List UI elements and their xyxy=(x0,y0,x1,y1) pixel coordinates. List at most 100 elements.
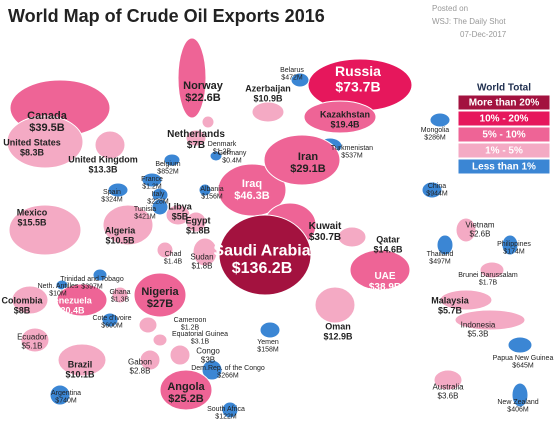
legend-swatch xyxy=(457,94,551,111)
country-value: $10.5B xyxy=(105,235,135,245)
country-shape xyxy=(337,226,367,248)
country-value: $472M xyxy=(281,75,303,82)
country-value: $228M xyxy=(147,199,169,206)
country-name: Cameroon xyxy=(174,317,207,324)
country-value: $174M xyxy=(503,249,525,256)
country-name: UAE xyxy=(374,271,395,282)
country-name: Italy xyxy=(152,191,165,198)
country-shape xyxy=(436,234,454,256)
country-shape xyxy=(139,349,161,371)
country-name: South Africa xyxy=(207,406,245,413)
country-value: $1.2B xyxy=(213,149,232,156)
country-shape xyxy=(217,163,287,217)
country-value: $14.6B xyxy=(373,244,403,254)
country-name: Venezuela xyxy=(48,295,93,305)
country-shape xyxy=(290,72,310,88)
country-shape xyxy=(151,198,169,216)
country-name: Angola xyxy=(167,381,205,393)
country-shape xyxy=(251,101,285,123)
country-name: Germany xyxy=(218,150,247,157)
country-value: $30.7B xyxy=(309,232,341,243)
country-shape xyxy=(433,369,463,391)
country-value: $740M xyxy=(55,398,77,405)
country-shape xyxy=(138,316,158,334)
source-publisher: WSJ: The Daily Shot xyxy=(432,17,506,26)
country-shape xyxy=(259,321,281,339)
country-shape xyxy=(8,204,82,256)
country-name: United Kingdom xyxy=(68,154,138,164)
country-shape xyxy=(209,150,223,162)
country-value: $46.3B xyxy=(234,190,270,202)
country-value: $3B xyxy=(201,356,215,365)
country-name: Belarus xyxy=(280,67,304,74)
country-shape xyxy=(20,327,50,353)
country-name: Netherlands xyxy=(167,129,225,140)
country-name: Congo xyxy=(196,347,220,356)
country-value: $1.3B xyxy=(111,297,130,304)
country-shape xyxy=(421,181,443,199)
legend-swatch xyxy=(457,110,551,127)
country-value: $2.8B xyxy=(130,367,151,376)
country-shape xyxy=(198,183,212,197)
country-shape xyxy=(349,249,411,291)
country-value: $19.4B xyxy=(330,119,360,129)
country-value: $944M xyxy=(426,191,448,198)
legend-label: Less than 1% xyxy=(472,162,536,173)
country-name: Oman xyxy=(325,321,351,331)
country-value: $1.8B xyxy=(192,262,213,271)
legend-label: More than 20% xyxy=(469,98,540,109)
country-value: $5.7B xyxy=(438,305,463,315)
country-name: Belgium xyxy=(155,161,180,168)
country-name: Neth. Antilles xyxy=(38,283,79,290)
country-value: $8B xyxy=(14,305,31,315)
country-name: Norway xyxy=(183,80,224,92)
country-name: Albania xyxy=(200,186,223,193)
country-value: $8.3B xyxy=(20,147,45,157)
country-shape xyxy=(185,211,207,233)
country-name: Cote d'Ivoire xyxy=(92,315,131,322)
country-value: $266M xyxy=(217,373,239,380)
country-value: $421M xyxy=(134,214,156,221)
source-date: 07-Dec-2017 xyxy=(460,30,507,39)
country-shape xyxy=(111,286,129,304)
legend-label: 5% - 10% xyxy=(482,130,525,141)
source-posted: Posted on xyxy=(432,4,468,13)
country-value: $10.9B xyxy=(253,93,283,103)
country-name: Kuwait xyxy=(309,221,342,232)
country-name: Ecuador xyxy=(17,333,47,342)
country-shape xyxy=(11,285,49,315)
country-name: Saudi Arabia xyxy=(213,242,310,259)
country-shape xyxy=(454,309,526,331)
country-shape xyxy=(192,237,218,267)
country-value: $5.3B xyxy=(468,330,489,339)
country-value: $3.1B xyxy=(191,339,210,346)
country-shape xyxy=(152,333,168,347)
country-shape xyxy=(56,283,108,317)
country-value: $3.6B xyxy=(438,392,459,401)
country-shape xyxy=(511,382,529,408)
legend-swatch xyxy=(457,142,551,159)
country-shape xyxy=(102,204,154,246)
country-name: Libya xyxy=(168,201,193,211)
country-value: $5.1B xyxy=(22,342,43,351)
country-shape xyxy=(92,268,108,282)
country-value: $397M xyxy=(81,284,103,291)
country-name: Russia xyxy=(335,63,381,79)
country-name: Philippines xyxy=(497,241,531,248)
country-value: $10M xyxy=(49,291,67,298)
country-value: $2.6B xyxy=(470,230,491,239)
country-value: $13.3B xyxy=(88,164,118,174)
country-value: $600M xyxy=(101,323,123,330)
country-name: Australia xyxy=(432,383,464,392)
country-shape xyxy=(507,336,533,354)
country-value: $0.4M xyxy=(222,158,242,165)
country-name: Thailand xyxy=(427,251,454,258)
country-value: $324M xyxy=(101,197,123,204)
country-name: Vietnam xyxy=(465,221,495,230)
country-name: Malaysia xyxy=(431,295,470,305)
country-name: Kazakhstan xyxy=(320,109,370,119)
country-shape xyxy=(455,217,477,243)
country-name: Indonesia xyxy=(461,321,496,330)
country-name: Egypt xyxy=(185,215,210,225)
